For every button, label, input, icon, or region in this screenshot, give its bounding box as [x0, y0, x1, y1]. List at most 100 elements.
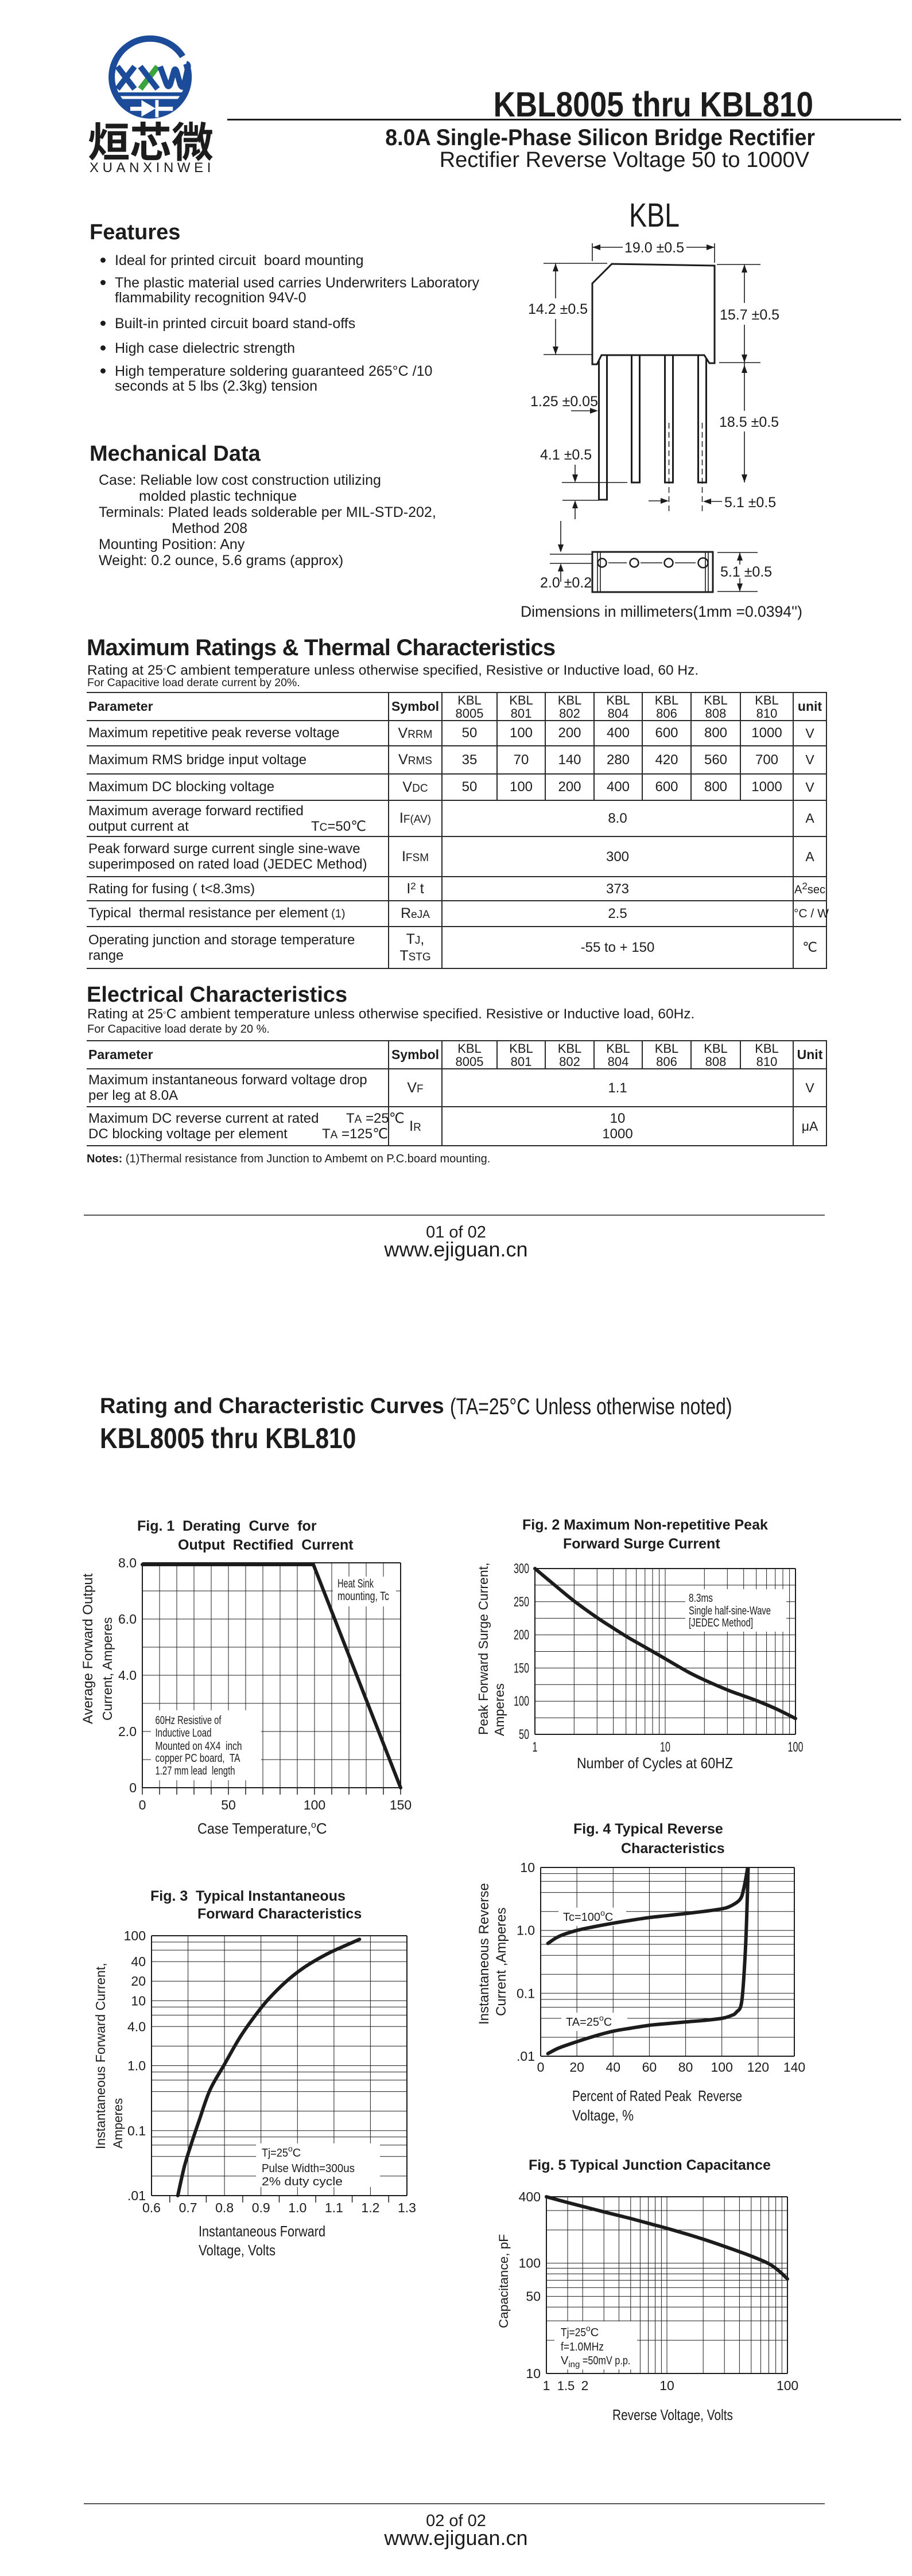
svg-text:0.7: 0.7 — [179, 2200, 197, 2215]
svg-text:Tj=25oC: Tj=25oC — [262, 2144, 301, 2159]
svg-text:100: 100 — [519, 2256, 541, 2271]
svg-text:Fig. 5 Typical Junction Capaci: Fig. 5 Typical Junction Capacitance — [529, 2157, 771, 2173]
svg-text:0.9: 0.9 — [252, 2200, 270, 2215]
svg-text:2% duty cycle: 2% duty cycle — [262, 2176, 343, 2188]
svg-text:0: 0 — [139, 1797, 146, 1812]
svg-text:250: 250 — [514, 1594, 529, 1610]
svg-text:1.1: 1.1 — [325, 2200, 343, 2215]
svg-text:100: 100 — [788, 1740, 804, 1755]
svg-text:Instantaneous Forward: Instantaneous Forward — [199, 2223, 325, 2240]
svg-text:Fig. 4 Typical Reverse: Fig. 4 Typical Reverse — [573, 1821, 723, 1837]
svg-text:1.5: 1.5 — [557, 2379, 575, 2393]
svg-text:XUANXINWEI: XUANXINWEI — [90, 160, 215, 176]
svg-text:2.0: 2.0 — [118, 1724, 137, 1739]
svg-text:100: 100 — [124, 1928, 146, 1943]
svg-text:Peak Forward Surge Current,: Peak Forward Surge Current, — [476, 1563, 491, 1735]
svg-text:2: 2 — [581, 2378, 589, 2393]
svg-text:0.1: 0.1 — [127, 2123, 146, 2138]
svg-text:Amperes: Amperes — [111, 2098, 125, 2149]
svg-text:Reverse Voltage, Volts: Reverse Voltage, Volts — [612, 2406, 733, 2423]
svg-text:Forward Characteristics: Forward Characteristics — [197, 1906, 362, 1922]
svg-text:6.0: 6.0 — [118, 1612, 137, 1626]
svg-text:60Hz Resistive of: 60Hz Resistive of — [156, 1714, 222, 1727]
svg-text:5.1 ±0.5: 5.1 ±0.5 — [724, 495, 776, 511]
svg-text:1.0: 1.0 — [517, 1923, 535, 1938]
svg-text:100: 100 — [777, 2378, 798, 2393]
svg-text:19.0 ±0.5: 19.0 ±0.5 — [624, 240, 684, 256]
svg-text:400: 400 — [519, 2189, 541, 2204]
svg-text:Current, Amperes: Current, Amperes — [100, 1617, 115, 1721]
svg-text:0.1: 0.1 — [517, 1986, 535, 2001]
svg-text:100: 100 — [711, 2060, 733, 2075]
svg-text:copper PC board, TA: copper PC board, TA — [156, 1752, 241, 1765]
svg-text:Forward Surge Current: Forward Surge Current — [563, 1536, 720, 1552]
svg-text:120: 120 — [747, 2060, 769, 2075]
svg-text:Instantaneous Reverse: Instantaneous Reverse — [476, 1883, 492, 2025]
svg-text:14.2 ±0.5: 14.2 ±0.5 — [528, 301, 588, 317]
svg-text:Tc=100oC: Tc=100oC — [563, 1908, 613, 1924]
svg-text:Heat Sink: Heat Sink — [337, 1577, 374, 1590]
svg-text:Capacitance, pF: Capacitance, pF — [496, 2234, 511, 2328]
svg-text:1.3: 1.3 — [398, 2200, 416, 2215]
svg-text:Voltage, Volts: Voltage, Volts — [199, 2242, 275, 2259]
svg-text:1.25 ±0.05: 1.25 ±0.05 — [530, 394, 598, 410]
svg-text:1: 1 — [533, 1740, 538, 1755]
svg-text:Percent of Rated Peak Reverse: Percent of Rated Peak Reverse — [572, 2087, 742, 2104]
svg-text:60: 60 — [642, 2060, 657, 2075]
svg-text:40: 40 — [131, 1954, 146, 1969]
svg-text:Current ,Amperes: Current ,Amperes — [494, 1908, 509, 2016]
svg-text:50: 50 — [221, 1797, 236, 1812]
svg-text:Single half-sine-Wave: Single half-sine-Wave — [689, 1605, 771, 1617]
svg-text:1.27 mm lead length: 1.27 mm lead length — [156, 1765, 235, 1777]
svg-text:40: 40 — [606, 2060, 620, 2075]
svg-text:0.6: 0.6 — [142, 2200, 161, 2215]
svg-text:Tj=25oC: Tj=25oC — [561, 2324, 599, 2339]
svg-text:Fig. 2 Maximum Non-repetitive: Fig. 2 Maximum Non-repetitive Peak — [522, 1517, 768, 1533]
svg-text:10: 10 — [659, 2378, 674, 2393]
svg-text:0: 0 — [537, 2060, 545, 2075]
svg-text:20: 20 — [131, 1974, 146, 1989]
svg-text:Fig. 3 Typical Instantaneous: Fig. 3 Typical Instantaneous — [150, 1888, 346, 1904]
svg-text:[JEDEC Method]: [JEDEC Method] — [689, 1617, 753, 1629]
svg-text:15.7 ±0.5: 15.7 ±0.5 — [720, 307, 779, 323]
svg-text:Pulse Width=300us: Pulse Width=300us — [262, 2162, 355, 2175]
svg-text:Average Forward Output: Average Forward Output — [80, 1573, 96, 1724]
svg-text:1.0: 1.0 — [127, 2059, 146, 2073]
svg-text:8.0: 8.0 — [118, 1555, 137, 1570]
svg-text:.01: .01 — [127, 2188, 146, 2203]
svg-text:8.3ms: 8.3ms — [689, 1592, 713, 1605]
svg-text:300: 300 — [514, 1561, 529, 1577]
svg-text:Voltage, %: Voltage, % — [572, 2107, 634, 2124]
svg-text:5.1 ±0.5: 5.1 ±0.5 — [720, 564, 772, 580]
svg-text:Case Temperature,oC: Case Temperature,oC — [197, 1820, 327, 1837]
svg-text:Characteristics: Characteristics — [621, 1840, 725, 1857]
svg-text:KBL: KBL — [629, 197, 680, 234]
svg-text:80: 80 — [678, 2060, 693, 2075]
svg-text:20: 20 — [569, 2060, 584, 2075]
svg-text:4.0: 4.0 — [118, 1668, 137, 1683]
svg-text:10: 10 — [526, 2366, 541, 2381]
svg-text:Fig. 1 Derating Curve for: Fig. 1 Derating Curve for — [137, 1518, 317, 1534]
svg-text:50: 50 — [519, 1727, 529, 1742]
svg-text:1.0: 1.0 — [288, 2200, 306, 2215]
svg-text:10: 10 — [520, 1860, 535, 1875]
svg-text:2.0 ±0.2: 2.0 ±0.2 — [540, 575, 592, 591]
svg-text:1.2: 1.2 — [361, 2200, 379, 2215]
svg-text:4.1 ±0.5: 4.1 ±0.5 — [540, 447, 592, 463]
svg-text:10: 10 — [131, 1993, 146, 2008]
svg-text:.01: .01 — [517, 2049, 535, 2064]
svg-text:Inductive Load: Inductive Load — [156, 1727, 212, 1740]
svg-text:140: 140 — [783, 2060, 805, 2075]
svg-text:1: 1 — [543, 2378, 550, 2393]
svg-text:Mounted on 4X4 inch: Mounted on 4X4 inch — [156, 1740, 242, 1753]
svg-text:Amperes: Amperes — [492, 1683, 507, 1736]
svg-text:0: 0 — [129, 1780, 137, 1795]
svg-text:200: 200 — [514, 1628, 529, 1643]
svg-text:Output Rectified Current: Output Rectified Current — [178, 1537, 354, 1553]
svg-text:50: 50 — [526, 2289, 541, 2304]
svg-text:TA=25oC: TA=25oC — [566, 2013, 612, 2029]
svg-text:4.0: 4.0 — [127, 2019, 146, 2034]
svg-text:Instantaneous Forward Current,: Instantaneous Forward Current, — [93, 1963, 108, 2149]
svg-text:10: 10 — [660, 1740, 670, 1755]
svg-text:100: 100 — [514, 1694, 529, 1709]
